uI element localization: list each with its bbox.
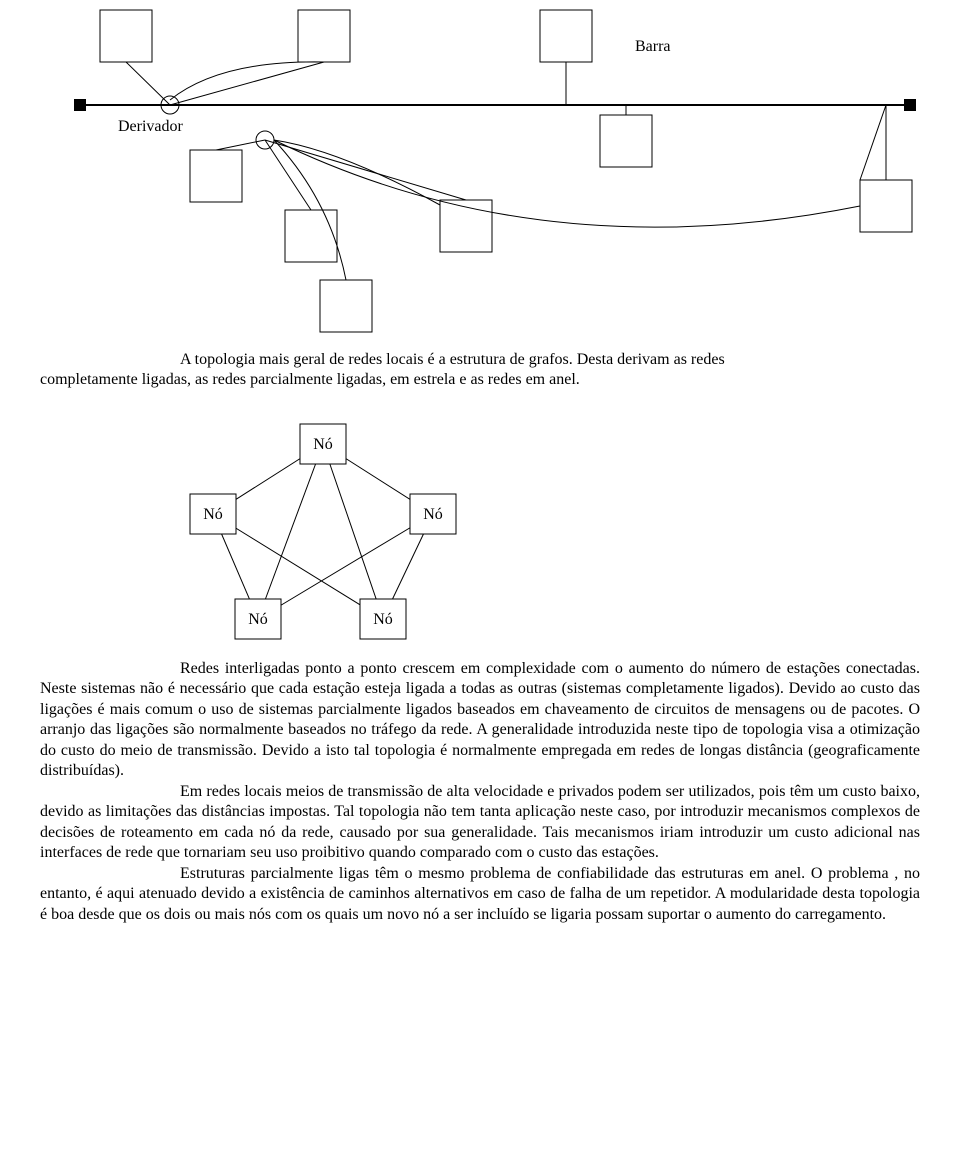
paragraph-1-lead: A topologia mais geral de redes locais é…	[40, 351, 725, 368]
paragraph-3-text: Em redes locais meios de transmissão de …	[40, 783, 920, 861]
paragraph-2: Redes interligadas ponto a ponto crescem…	[40, 659, 920, 782]
paragraph-2-lead: Redes interligadas ponto a ponto crescem…	[40, 660, 787, 677]
svg-text:Nó: Nó	[423, 506, 443, 523]
svg-text:Nó: Nó	[203, 506, 223, 523]
svg-text:Nó: Nó	[248, 611, 268, 628]
bus-topology-diagram: Barra Derivador	[40, 0, 920, 350]
paragraph-4-text: Estruturas parcialmente ligas têm o mesm…	[40, 865, 920, 923]
paragraph-3: Em redes locais meios de transmissão de …	[40, 782, 920, 864]
graph-topology-diagram: Nó Nó Nó Nó Nó	[40, 409, 920, 659]
paragraph-2-rest: estações conectadas. Neste sistemas não …	[40, 660, 920, 779]
svg-text:Nó: Nó	[313, 436, 333, 453]
svg-text:Nó: Nó	[373, 611, 393, 628]
barra-label: Barra	[635, 38, 671, 56]
paragraph-4: Estruturas parcialmente ligas têm o mesm…	[40, 864, 920, 925]
derivador-label: Derivador	[118, 118, 183, 136]
paragraph-1-rest: completamente ligadas, as redes parcialm…	[40, 370, 920, 390]
paragraph-1: A topologia mais geral de redes locais é…	[40, 350, 920, 370]
